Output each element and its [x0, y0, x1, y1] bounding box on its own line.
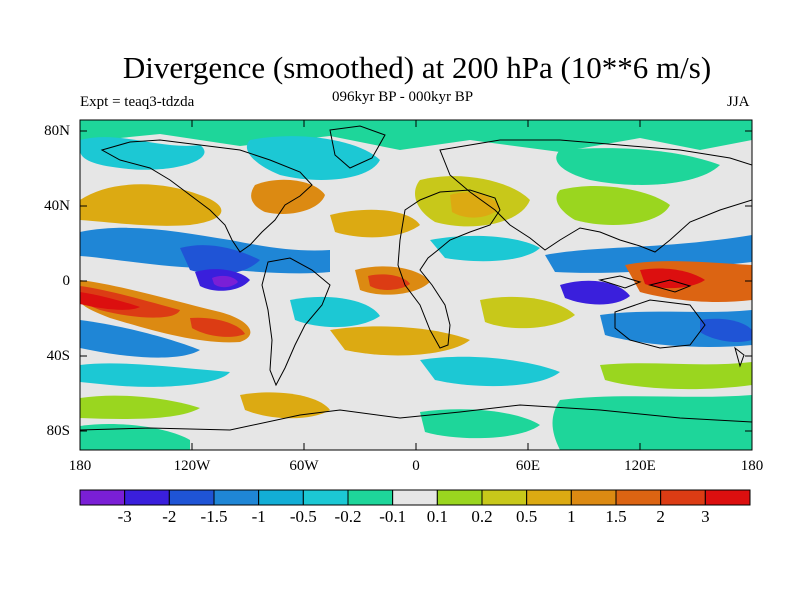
colorbar-swatch — [168, 489, 215, 506]
page-title: Divergence (smoothed) at 200 hPa (10**6 … — [122, 50, 712, 85]
coastlines — [80, 125, 752, 431]
lon-tick-label: 60E — [515, 458, 541, 474]
colorbar-swatch — [347, 489, 394, 506]
colorbar-label: -0.2 — [334, 507, 362, 526]
colorbar-label: -0.1 — [379, 507, 407, 526]
colorbar-swatch — [570, 489, 617, 506]
colorbar-label: 0.5 — [516, 507, 538, 526]
colorbar-label: 1 — [567, 507, 576, 526]
colorbar-label: -2 — [162, 507, 177, 526]
colorbar-label: 0.1 — [426, 507, 448, 526]
colorbar-swatch — [526, 489, 572, 506]
colorbar-swatch — [615, 489, 662, 506]
colorbar-swatch — [258, 489, 304, 506]
lat-tick-label: 40S — [46, 348, 70, 364]
lon-tick-label: 120W — [173, 458, 211, 474]
colorbar-swatch — [392, 489, 438, 506]
lon-tick-label: 180 — [740, 458, 764, 474]
colorbar — [79, 489, 751, 506]
colorbar-label: 3 — [701, 507, 710, 526]
lon-tick-label: 120E — [624, 458, 656, 474]
colorbar-swatch — [124, 489, 170, 506]
colorbar-label: -0.5 — [289, 507, 317, 526]
colorbar-label: -3 — [117, 507, 132, 526]
colorbar-swatch — [436, 489, 483, 506]
lon-tick-label: 60W — [289, 458, 319, 474]
season-label: JJA — [727, 94, 750, 110]
colorbar-label: -1 — [251, 507, 266, 526]
colorbar-label: 1.5 — [605, 507, 627, 526]
lat-tick-label: 0 — [62, 273, 71, 289]
subtitle: 096kyr BP - 000kyr BP — [332, 89, 474, 105]
lon-tick-label: 0 — [412, 458, 420, 474]
experiment-label: Expt = teaq3-tdzda — [80, 94, 195, 110]
colorbar-swatch — [213, 489, 260, 506]
colorbar-label: -1.5 — [200, 507, 228, 526]
lat-tick-label: 80N — [44, 123, 70, 139]
colorbar-swatch — [481, 489, 528, 506]
lat-tick-label: 40N — [44, 198, 70, 214]
divergence-field — [80, 120, 752, 450]
colorbar-label: 0.2 — [471, 507, 493, 526]
colorbar-swatch — [660, 489, 706, 506]
colorbar-swatch — [79, 489, 126, 506]
axis-ticks — [79, 120, 753, 450]
lon-tick-label: 180 — [68, 458, 92, 474]
colorbar-swatch — [302, 489, 349, 506]
colorbar-label: 2 — [656, 507, 665, 526]
colorbar-swatch — [704, 489, 751, 506]
lat-tick-label: 80S — [46, 423, 70, 439]
